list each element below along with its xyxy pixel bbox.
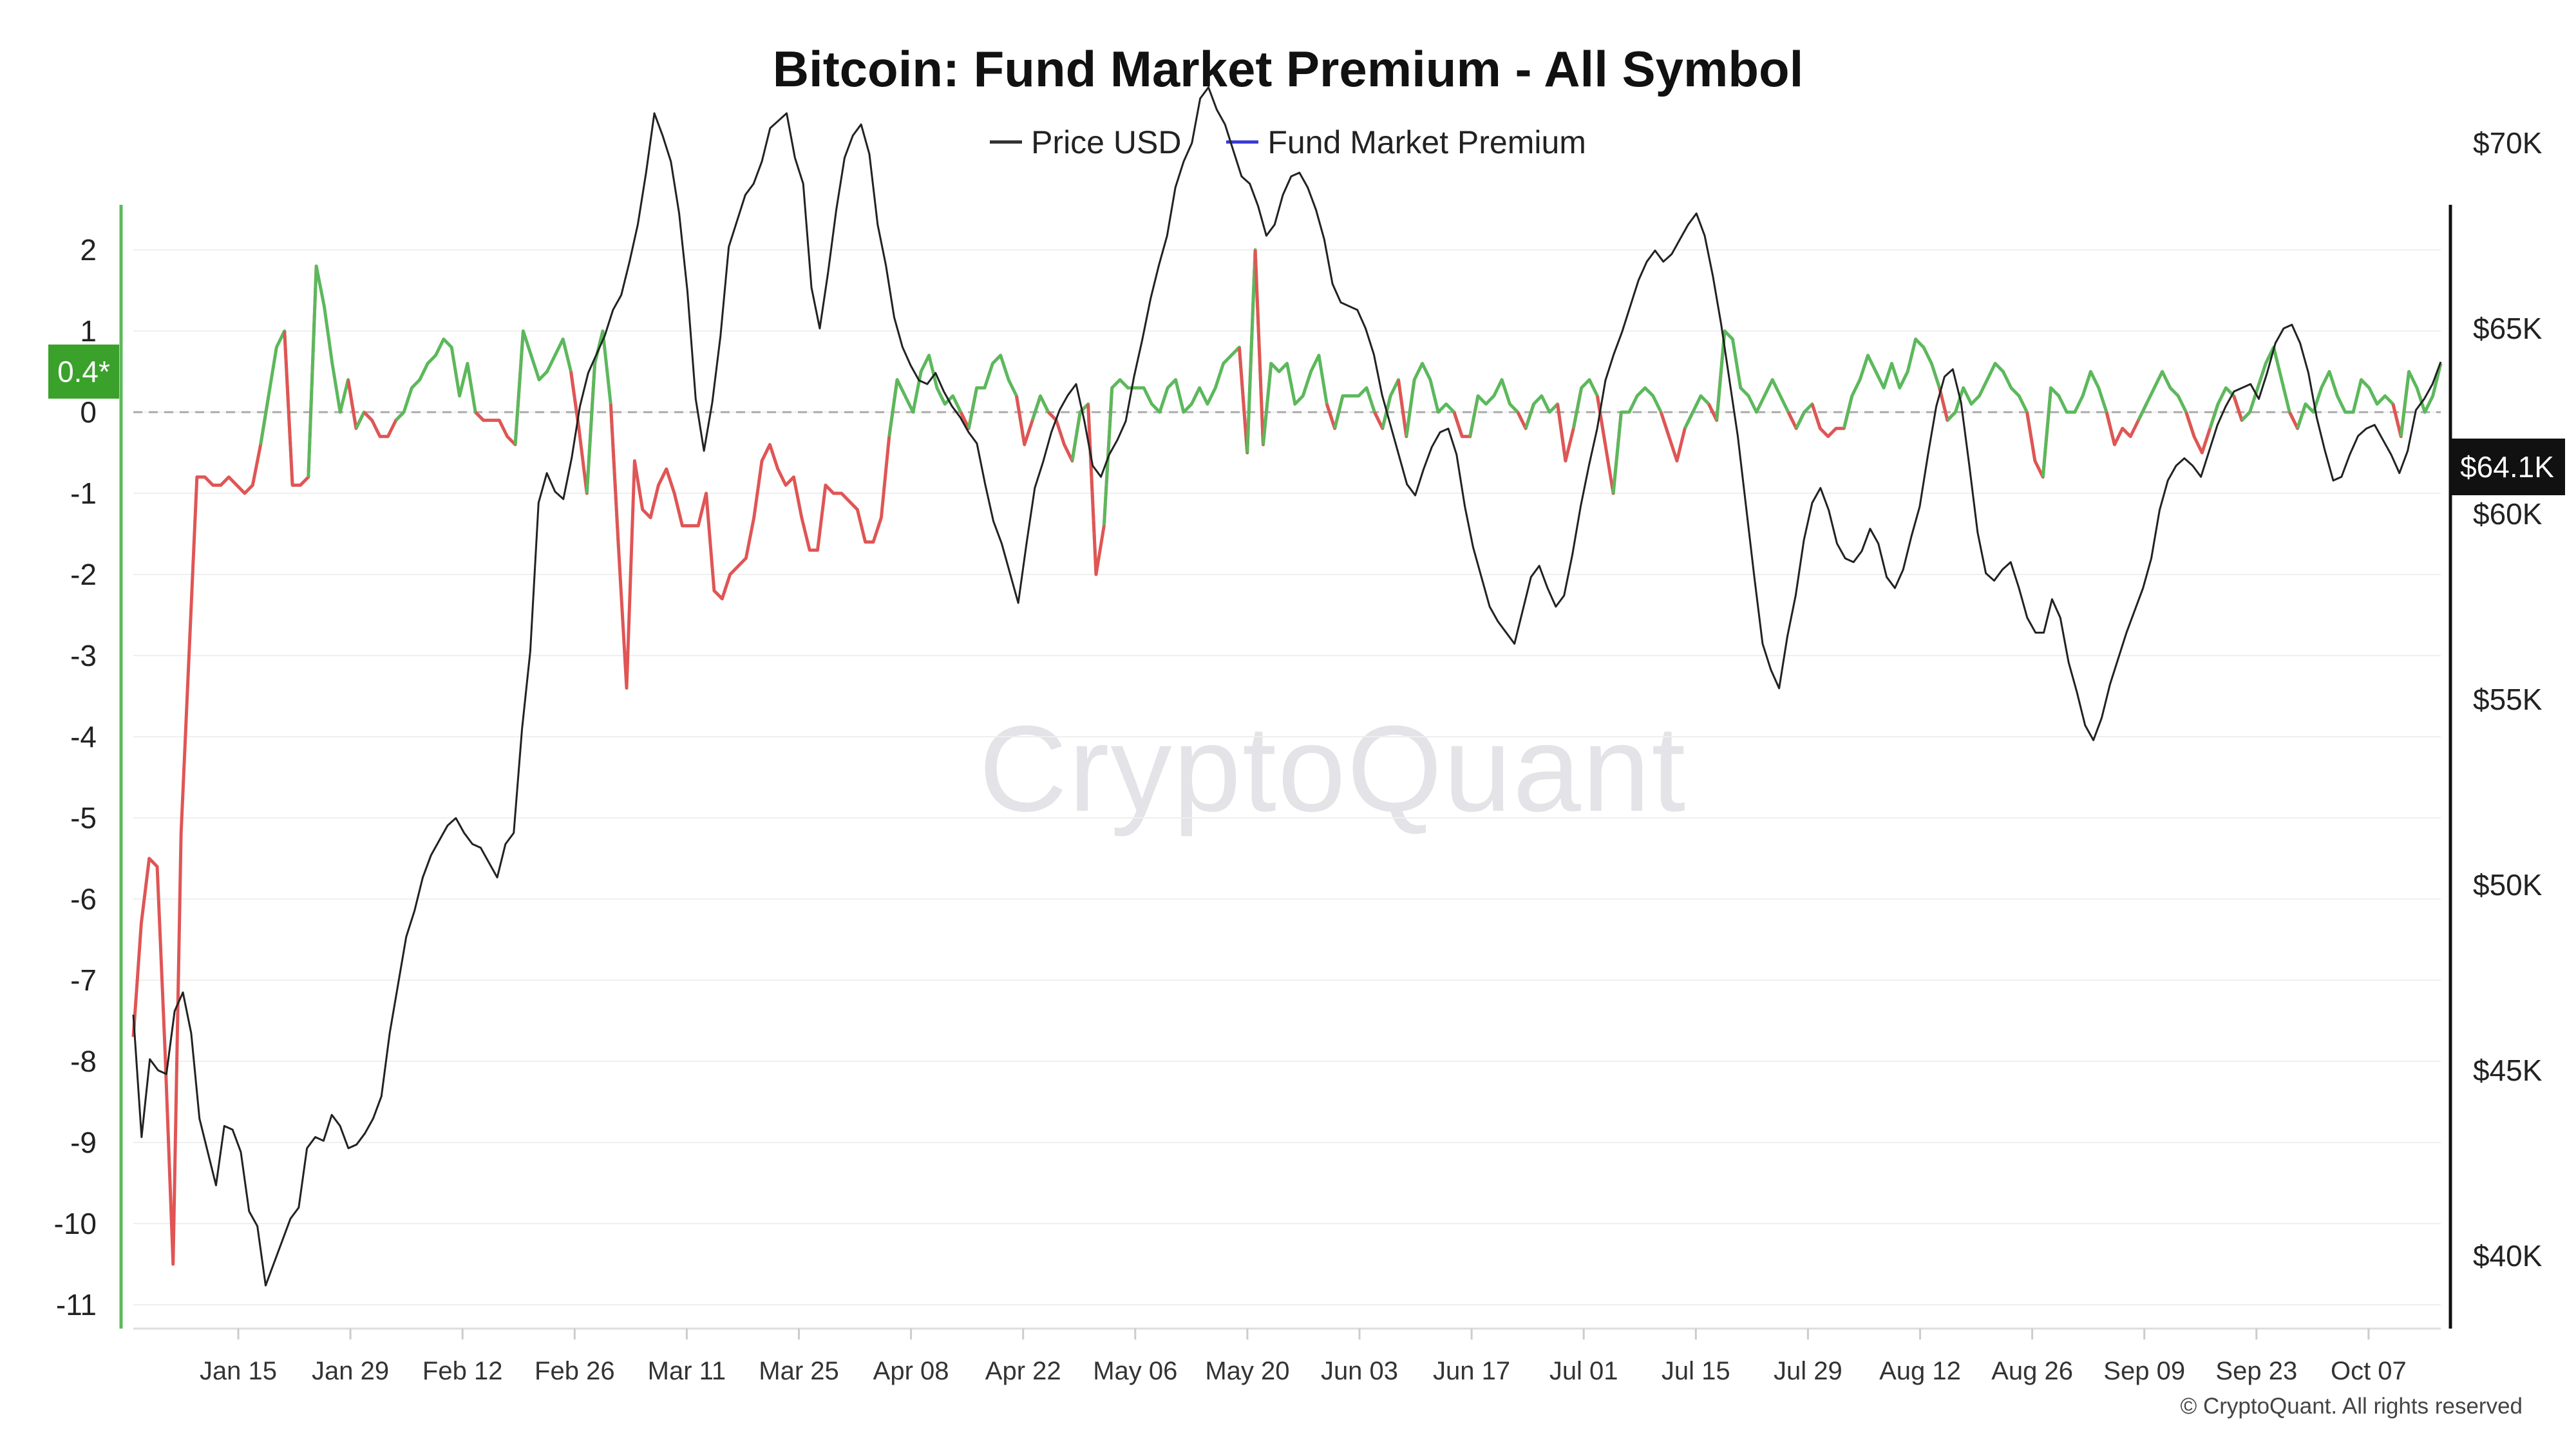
copyright-text: © CryptoQuant. All rights reserved xyxy=(2180,1394,2523,1419)
premium-line-positive xyxy=(2137,370,2196,437)
right-axis-tick-label: $65K xyxy=(2473,312,2543,345)
x-axis-tick-label: Jun 03 xyxy=(1321,1357,1398,1385)
x-axis-tick-label: Mar 11 xyxy=(648,1357,726,1385)
x-axis-tick-label: Jul 29 xyxy=(1774,1357,1842,1385)
premium-line-positive xyxy=(307,264,358,477)
x-axis-tick-label: Jul 15 xyxy=(1662,1357,1730,1385)
left-axis-tick-label: -9 xyxy=(70,1126,97,1159)
legend-swatch-price xyxy=(990,140,1023,144)
premium-line-positive xyxy=(1102,345,1249,526)
premium-line-positive xyxy=(354,410,374,430)
legend-label-price: Price USD xyxy=(1031,124,1182,160)
current-price-badge: $64.1K xyxy=(2449,439,2565,495)
premium-line-negative xyxy=(363,411,405,439)
left-axis-tick-label: -2 xyxy=(70,558,97,591)
left-axis-tick-label: 0 xyxy=(80,395,97,429)
left-axis-tick-label: -7 xyxy=(70,963,97,997)
premium-line-negative xyxy=(1086,388,1114,576)
x-axis-tick-label: Oct 07 xyxy=(2331,1357,2407,1385)
premium-line-negative xyxy=(346,379,366,430)
axes xyxy=(119,205,2452,1340)
watermark: CryptoQuant xyxy=(979,701,1687,837)
premium-line-positive xyxy=(1405,361,1464,437)
premium-line-positive xyxy=(1261,354,1337,445)
premium-line-negative xyxy=(609,379,899,690)
right-axis-tick-label: $50K xyxy=(2473,868,2543,902)
left-axis-tick-label: -8 xyxy=(70,1045,97,1078)
x-axis-tick-label: Jun 17 xyxy=(1433,1357,1510,1385)
left-axis-tick-label: -3 xyxy=(70,639,97,672)
chart-title: Bitcoin: Fund Market Premium - All Symbo… xyxy=(772,41,1804,97)
x-axis-tick-label: May 06 xyxy=(1093,1357,1177,1385)
legend-label-premium: Fund Market Premium xyxy=(1267,124,1586,160)
price-series xyxy=(132,86,2442,1287)
premium-series xyxy=(131,248,2443,1266)
legend: Price USD Fund Market Premium xyxy=(0,124,2576,161)
left-axis-tick-label: -4 xyxy=(70,720,97,753)
right-axis-tick-label: $55K xyxy=(2473,683,2543,716)
premium-line-positive xyxy=(2041,370,2116,478)
price-line xyxy=(132,86,2442,1287)
premium-line-positive xyxy=(887,354,971,437)
premium-line-positive xyxy=(2296,370,2403,437)
x-axis-tick-label: Sep 09 xyxy=(2103,1357,2185,1385)
left-axis-tick-label: 1 xyxy=(80,314,97,348)
x-axis-tick-label: Sep 23 xyxy=(2215,1357,2297,1385)
left-axis-tick-label: -11 xyxy=(56,1288,97,1321)
premium-line-positive xyxy=(967,354,1027,445)
tick-labels: 210-1-2-3-4-5-6-7-8-9-10-11$75K$70K$65K$… xyxy=(54,126,2543,1385)
premium-line-positive xyxy=(1333,386,1385,430)
left-axis-tick-label: -5 xyxy=(70,801,97,835)
x-axis-tick-label: Jan 15 xyxy=(200,1357,277,1385)
x-axis-tick-label: Apr 22 xyxy=(985,1357,1061,1385)
gridlines xyxy=(133,249,2441,1305)
legend-item-price[interactable]: Price USD xyxy=(990,124,1181,161)
left-axis-tick-label: 2 xyxy=(80,233,97,267)
x-axis-tick-label: May 20 xyxy=(1205,1357,1289,1385)
premium-line-positive xyxy=(1946,361,2037,462)
premium-line-positive xyxy=(394,337,485,422)
left-axis-tick-label: -6 xyxy=(70,882,97,916)
right-axis-tick-label: $60K xyxy=(2473,497,2543,531)
x-axis-tick-label: Jan 29 xyxy=(312,1357,389,1385)
premium-line-positive xyxy=(2399,363,2443,437)
premium-line-negative xyxy=(131,395,270,1266)
premium-line-positive xyxy=(1468,378,1528,437)
right-axis-tick-label: $45K xyxy=(2473,1054,2543,1087)
premium-line-positive xyxy=(513,329,581,445)
premium-line-positive xyxy=(2240,345,2299,430)
x-axis-tick-label: Mar 25 xyxy=(759,1357,839,1385)
premium-line-positive xyxy=(1715,329,1798,430)
right-axis-tick-label: $70K xyxy=(2473,126,2543,160)
x-axis-tick-label: Aug 26 xyxy=(1991,1357,2073,1385)
x-axis-tick-label: Apr 08 xyxy=(873,1357,949,1385)
premium-line-positive xyxy=(1842,337,1949,429)
legend-swatch-premium xyxy=(1226,140,1259,144)
premium-line-negative xyxy=(2105,403,2148,446)
right-axis-tick-label: $40K xyxy=(2473,1239,2543,1273)
premium-line-negative xyxy=(1253,249,1273,446)
x-axis-tick-label: Feb 26 xyxy=(535,1357,615,1385)
premium-line-positive xyxy=(1611,386,1671,494)
left-axis-tick-label: -1 xyxy=(70,477,97,510)
x-axis-tick-label: Feb 12 xyxy=(422,1357,503,1385)
current-premium-badge: 0.4* xyxy=(48,345,119,399)
x-axis-tick-label: Aug 12 xyxy=(1879,1357,1961,1385)
x-axis-tick-label: Jul 01 xyxy=(1549,1357,1618,1385)
legend-item-premium[interactable]: Fund Market Premium xyxy=(1226,124,1586,161)
left-axis-tick-label: -10 xyxy=(54,1207,97,1240)
